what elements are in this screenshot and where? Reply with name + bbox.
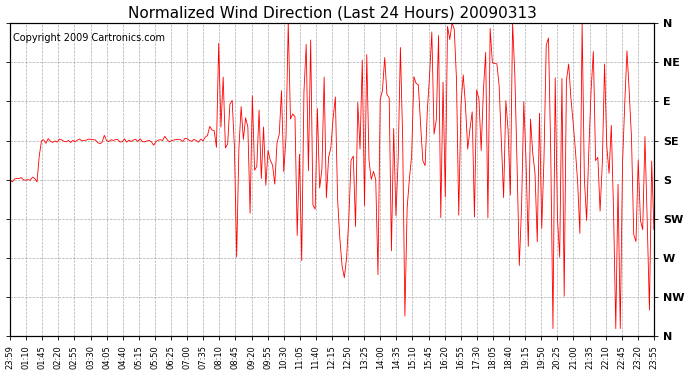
Title: Normalized Wind Direction (Last 24 Hours) 20090313: Normalized Wind Direction (Last 24 Hours… (128, 6, 536, 21)
Text: Copyright 2009 Cartronics.com: Copyright 2009 Cartronics.com (13, 33, 166, 42)
